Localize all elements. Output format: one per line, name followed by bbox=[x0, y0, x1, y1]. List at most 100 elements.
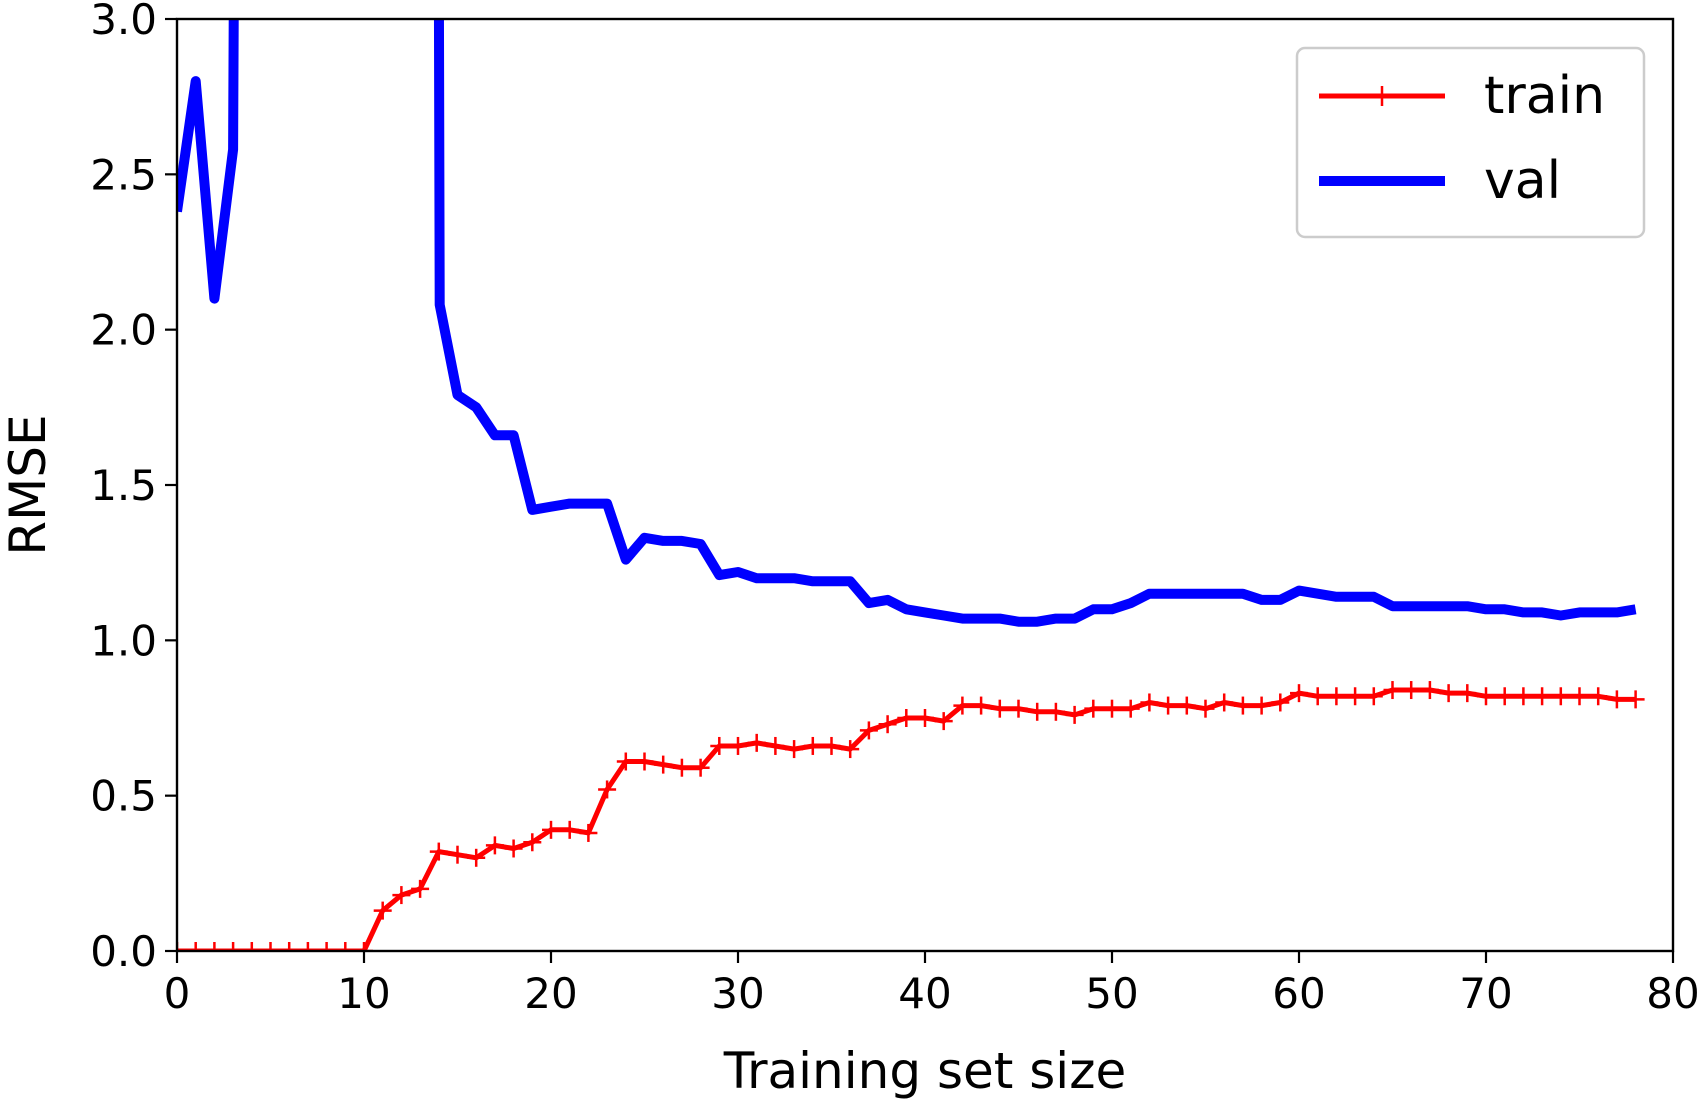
x-tick-label: 70 bbox=[1459, 969, 1512, 1018]
data-point-train bbox=[1607, 690, 1626, 709]
plot-frame bbox=[175, 17, 1675, 953]
data-point-train bbox=[1028, 702, 1047, 721]
data-point-train bbox=[579, 823, 598, 842]
data-point-train bbox=[261, 942, 280, 951]
data-point-train bbox=[654, 755, 673, 774]
x-axis-label: Training set size bbox=[723, 1042, 1126, 1100]
data-point-train bbox=[729, 736, 747, 755]
data-point-train bbox=[1364, 687, 1383, 706]
data-point-train bbox=[1514, 687, 1533, 706]
data-point-train bbox=[916, 709, 934, 727]
data-point-train bbox=[1177, 696, 1196, 715]
y-tick-label: 0.0 bbox=[90, 927, 157, 976]
y-axis-label: RMSE bbox=[0, 414, 57, 555]
data-point-train bbox=[1215, 693, 1234, 712]
data-point-train bbox=[1308, 687, 1327, 706]
y-axis: 0.0 0.5 1.0 1.5 2.0 2.5 3.0 bbox=[90, 0, 177, 976]
data-point-train bbox=[616, 752, 635, 771]
legend-item-train: train bbox=[1319, 66, 1605, 126]
data-point-train bbox=[841, 740, 860, 759]
data-point-train bbox=[691, 758, 710, 777]
data-point-train bbox=[1402, 681, 1421, 700]
data-point-train bbox=[897, 709, 916, 727]
y-tick-label: 2.5 bbox=[90, 150, 157, 199]
data-point-train bbox=[373, 901, 392, 920]
x-tick-label: 0 bbox=[164, 969, 191, 1018]
data-point-train bbox=[953, 696, 972, 715]
data-point-train bbox=[448, 845, 467, 864]
data-point-train bbox=[1477, 687, 1495, 706]
data-point-train bbox=[635, 752, 654, 771]
data-point-train bbox=[280, 942, 299, 951]
data-point-train bbox=[542, 820, 560, 839]
legend-label: train bbox=[1484, 66, 1605, 126]
data-point-train bbox=[878, 715, 897, 734]
data-point-train bbox=[766, 736, 785, 755]
series-line-train bbox=[177, 687, 1636, 951]
data-point-train bbox=[1084, 699, 1103, 718]
x-tick-label: 60 bbox=[1272, 969, 1325, 1018]
data-point-train bbox=[186, 942, 205, 951]
data-point-train bbox=[523, 833, 542, 852]
plot-series bbox=[177, 19, 1645, 951]
data-point-train bbox=[672, 758, 691, 777]
data-point-train bbox=[336, 942, 355, 951]
data-point-train bbox=[1252, 696, 1271, 715]
data-point-train bbox=[1233, 696, 1252, 715]
data-point-train bbox=[298, 942, 317, 951]
x-tick-label: 30 bbox=[711, 969, 764, 1018]
y-tick-label: 1.0 bbox=[90, 616, 157, 665]
data-point-train bbox=[242, 942, 261, 951]
data-point-train bbox=[1589, 687, 1608, 706]
data-point-train bbox=[972, 696, 991, 715]
data-point-train bbox=[1458, 684, 1477, 703]
x-tick-label: 10 bbox=[337, 969, 390, 1018]
y-tick-label: 3.0 bbox=[90, 0, 157, 44]
data-point-train bbox=[1551, 687, 1570, 706]
data-point-train bbox=[1196, 699, 1215, 718]
data-point-train bbox=[747, 733, 766, 752]
y-tick-label: 1.5 bbox=[90, 461, 157, 510]
data-point-train bbox=[1121, 699, 1140, 718]
data-point-train bbox=[1439, 684, 1458, 703]
data-point-train bbox=[392, 886, 411, 905]
data-point-train bbox=[1046, 702, 1065, 721]
data-point-train bbox=[1346, 687, 1365, 706]
data-point-train bbox=[710, 736, 729, 755]
data-point-train bbox=[560, 820, 579, 839]
y-tick-label: 2.0 bbox=[90, 306, 157, 355]
data-point-train bbox=[1290, 684, 1308, 703]
data-point-train bbox=[1103, 699, 1121, 718]
data-point-train bbox=[1495, 687, 1514, 706]
data-point-train bbox=[1570, 687, 1589, 706]
data-point-train bbox=[1065, 705, 1084, 724]
data-point-train bbox=[355, 942, 373, 951]
legend: train val bbox=[1295, 46, 1646, 239]
data-point-train bbox=[504, 839, 523, 858]
legend-label: val bbox=[1484, 151, 1561, 211]
x-axis: 0 10 20 30 40 50 60 70 80 bbox=[164, 951, 1700, 1018]
data-point-train bbox=[1327, 687, 1346, 706]
data-point-train bbox=[598, 780, 617, 799]
x-tick-label: 20 bbox=[524, 969, 577, 1018]
data-point-train bbox=[1383, 681, 1402, 700]
data-point-train bbox=[1159, 696, 1178, 715]
data-point-train bbox=[822, 736, 841, 755]
data-point-train bbox=[429, 842, 448, 861]
data-point-train bbox=[1533, 687, 1552, 706]
data-point-train bbox=[1140, 693, 1159, 712]
series-line-val bbox=[177, 19, 1637, 627]
data-point-train bbox=[224, 942, 243, 951]
y-tick-label: 0.5 bbox=[90, 772, 157, 821]
x-tick-label: 50 bbox=[1085, 969, 1138, 1018]
data-point-train bbox=[859, 721, 878, 740]
data-point-train bbox=[485, 836, 504, 855]
data-point-train bbox=[934, 712, 953, 731]
data-point-train bbox=[317, 942, 336, 951]
data-point-train bbox=[1009, 699, 1028, 718]
data-point-train bbox=[411, 879, 430, 898]
data-point-train bbox=[990, 699, 1009, 718]
x-tick-label: 80 bbox=[1646, 969, 1699, 1018]
x-tick-label: 40 bbox=[898, 969, 951, 1018]
